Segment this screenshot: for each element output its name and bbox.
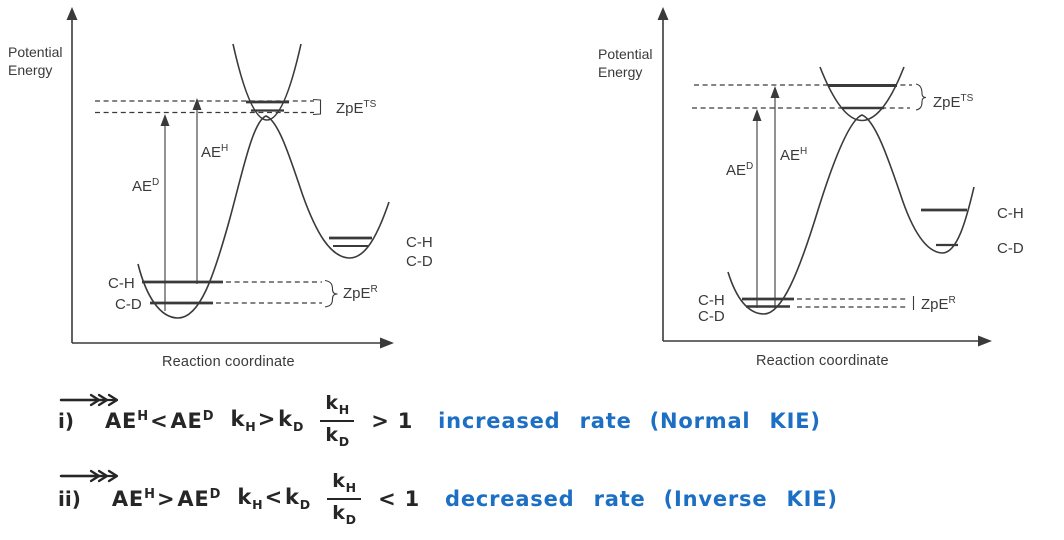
arrow-right-icon [59, 469, 119, 483]
energy-diagram-left: Potential Energy Reaction coordinate AED… [8, 7, 433, 370]
zpe-ts-bracket [312, 98, 322, 116]
zpe-ts-label: ZpETS [933, 93, 974, 111]
zpe-ts-brace [915, 83, 927, 111]
x-axis-label: Reaction coordinate [162, 354, 295, 370]
note-index: i) [58, 409, 74, 433]
ae-h-label: AEH [780, 146, 807, 164]
ae-d-arrowhead-icon [160, 114, 170, 126]
kh-kd-ratio-fraction: kH kD [320, 393, 355, 449]
energy-diagrams-canvas: Potential Energy Reaction coordinate AED… [8, 7, 1024, 370]
product-cd-label: C-D [997, 240, 1024, 257]
y-axis-arrowhead-icon [66, 7, 78, 20]
rate-constant-relation: kH<kD [237, 485, 311, 513]
reactant-cd-label: C-D [698, 308, 725, 325]
note-index: ii) [58, 487, 81, 511]
y-axis-arrowhead-icon [657, 7, 669, 20]
rate-constant-relation: kH>kD [230, 407, 304, 435]
zpe-r-brace [324, 279, 338, 308]
x-axis-arrowhead-icon [380, 337, 394, 349]
zpe-ts-label: ZpETS [336, 99, 377, 117]
ae-h-label: AEH [201, 143, 228, 161]
kh-kd-ratio-fraction: kH kD [327, 471, 362, 527]
reactant-ch-label: C-H [698, 292, 725, 309]
potential-energy-curve [137, 115, 390, 319]
transition-state-parabola [232, 43, 302, 121]
y-axis-label-line1: Potential [8, 44, 62, 60]
x-axis-arrowhead-icon [978, 335, 992, 347]
potential-energy-curve [727, 114, 975, 315]
ae-d-arrowhead-icon [752, 109, 762, 121]
zpe-r-label: ZpER [921, 295, 956, 313]
activation-energy-relation: AEH>AED [111, 487, 221, 511]
conclusion-text: decreased rate (Inverse KIE) [445, 487, 838, 511]
reactant-cd-label: C-D [115, 296, 142, 313]
arrow-right-icon [59, 393, 119, 407]
ratio-relation: > 1 [371, 409, 414, 433]
activation-energy-relation: AEH<AED [105, 409, 214, 433]
x-axis-label: Reaction coordinate [756, 353, 889, 369]
note-row-normal-kie: i) AEH<AED kH>kD kH kD > 1 increased rat… [58, 392, 821, 450]
reactant-ch-label: C-H [108, 275, 135, 292]
y-axis-label-line2: Energy [8, 62, 52, 78]
transition-state-parabola [819, 66, 905, 122]
product-cd-label: C-D [406, 253, 433, 270]
y-axis-label-line2: Energy [598, 64, 642, 80]
product-ch-label: C-H [997, 205, 1024, 222]
energy-diagram-right: Potential Energy Reaction coordinate AED… [598, 7, 1024, 369]
ae-d-label: AED [726, 161, 753, 179]
note-row-inverse-kie: ii) AEH>AED kH<kD kH kD < 1 decreased ra… [58, 468, 838, 530]
y-axis-label-line1: Potential [598, 46, 652, 62]
ae-d-label: AED [132, 177, 159, 195]
conclusion-text: increased rate (Normal KIE) [438, 409, 821, 433]
ratio-relation: < 1 [378, 487, 421, 511]
zpe-r-label: ZpER [343, 284, 378, 302]
ae-h-arrowhead-icon [770, 86, 780, 98]
ae-h-arrowhead-icon [192, 98, 202, 110]
product-ch-label: C-H [406, 234, 433, 251]
